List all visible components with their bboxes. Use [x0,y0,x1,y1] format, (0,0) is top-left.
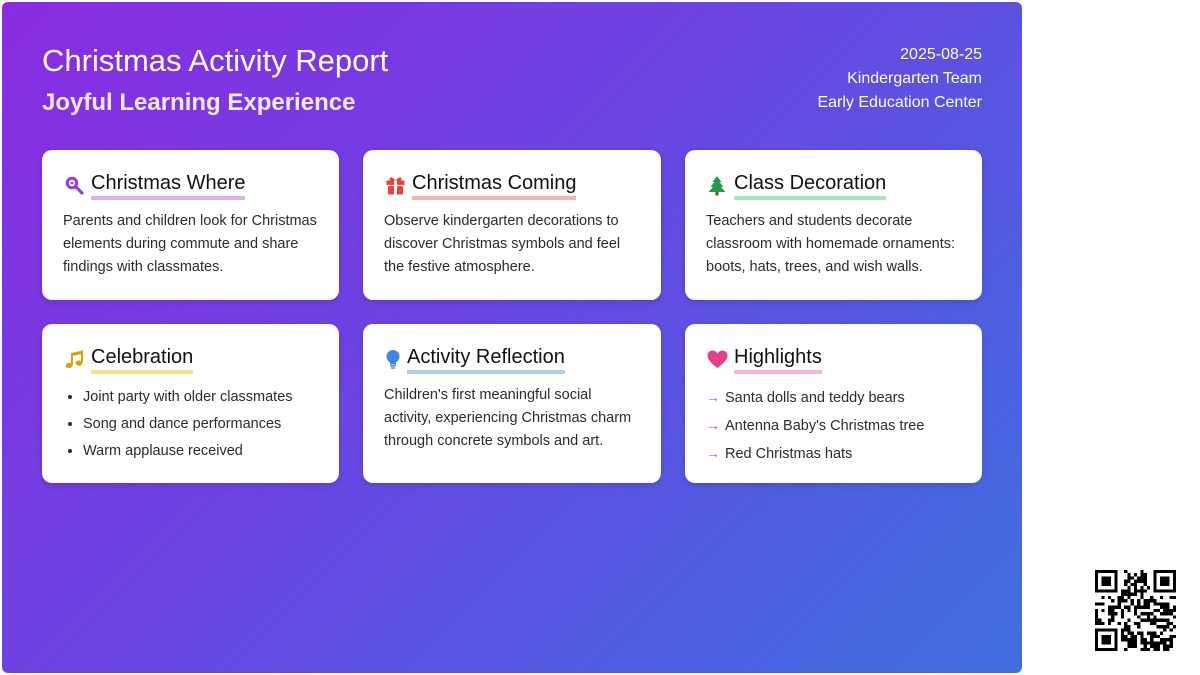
heart-icon [706,348,728,370]
list-item-text: Santa dolls and teddy bears [725,390,905,406]
list-item: Song and dance performances [83,411,319,438]
report-meta: 2025-08-25 Kindergarten Team Early Educa… [817,43,982,115]
card-title: Christmas Coming [412,171,577,200]
list-item-text: Red Christmas hats [725,446,853,462]
light-bulb-icon [384,348,402,370]
christmas-tree-icon [706,174,728,196]
report-title: Christmas Activity Report [42,43,389,78]
card-title: Highlights [734,345,822,374]
card-christmas-where: Christmas Where Parents and children loo… [42,150,339,300]
magnifier-icon [63,174,85,196]
arrow-right-icon: → [706,445,720,461]
card-christmas-coming: Christmas Coming Observe kindergarten de… [363,150,661,300]
arrow-right-icon: → [706,389,720,405]
card-title: Activity Reflection [407,345,565,374]
highlights-list: → Santa dolls and teddy bears → Antenna Ba… [706,384,962,468]
card-description: Children's first meaningful social activ… [384,387,632,449]
card-header: Highlights [706,344,962,374]
card-activity-reflection: Activity Reflection Children's first mea… [363,324,661,483]
card-class-decoration: Class Decoration Teachers and students d… [685,150,982,300]
card-highlights: Highlights → Santa dolls and teddy bears … [685,324,982,483]
list-item-text: Antenna Baby's Christmas tree [725,418,925,434]
gift-icon [384,174,406,196]
celebration-list: Joint party with older classmates Song a… [63,384,319,465]
card-header: Class Decoration [706,170,962,200]
report-date: 2025-08-25 [900,46,982,63]
card-header: Activity Reflection [384,344,641,374]
card-header: Celebration [63,344,319,374]
card-title: Class Decoration [734,171,887,200]
arrow-right-icon: → [706,417,720,433]
list-item: Warm applause received [83,438,319,465]
card-header: Christmas Where [63,170,319,200]
list-item: → Red Christmas hats [706,440,962,468]
qr-code-icon [1095,570,1176,651]
list-item: Joint party with older classmates [83,384,319,411]
report-center: Early Education Center [817,94,982,111]
list-item: → Santa dolls and teddy bears [706,384,962,412]
card-celebration: Celebration Joint party with older class… [42,324,339,483]
card-description: Observe kindergarten decorations to disc… [384,213,621,275]
report-team: Kindergarten Team [847,70,982,87]
list-item: → Antenna Baby's Christmas tree [706,412,962,440]
card-header: Christmas Coming [384,170,641,200]
card-title: Celebration [91,345,194,374]
card-title: Christmas Where [91,171,246,200]
card-description: Parents and children look for Christmas … [63,213,317,275]
card-description: Teachers and students decorate classroom… [706,213,956,275]
music-note-icon [63,348,85,370]
report-subtitle: Joyful Learning Experience [42,89,356,116]
report-poster: Christmas Activity Report Joyful Learnin… [2,2,1022,673]
